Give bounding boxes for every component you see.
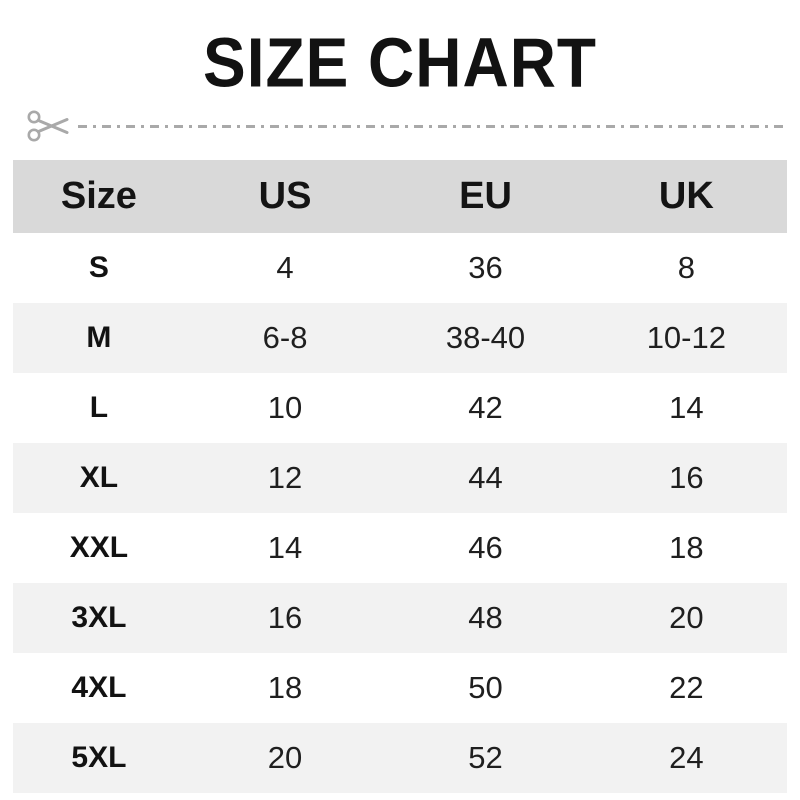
eu-value: 36 bbox=[468, 250, 503, 285]
uk-value: 8 bbox=[677, 250, 695, 285]
size-label: 3XL bbox=[71, 601, 127, 634]
us-value: 4 bbox=[276, 250, 294, 285]
size-label: L bbox=[89, 391, 109, 424]
table-row-4xl: 4XL 18 50 22 bbox=[13, 653, 787, 723]
us-value: 10 bbox=[267, 390, 303, 425]
table-row-xxl: XXL 14 46 18 bbox=[13, 513, 787, 583]
us-value: 18 bbox=[267, 670, 303, 705]
table-row-l: L 10 42 14 bbox=[13, 373, 787, 443]
uk-value: 22 bbox=[669, 670, 704, 705]
us-value: 12 bbox=[267, 460, 303, 495]
size-label: XXL bbox=[69, 531, 129, 564]
eu-value: 48 bbox=[468, 600, 503, 635]
scissors-icon bbox=[27, 110, 69, 142]
table-header-row: Size US EU UK bbox=[13, 160, 787, 233]
header-uk: UK bbox=[658, 175, 714, 217]
us-value: 14 bbox=[267, 530, 303, 565]
table-row-s: S 4 36 8 bbox=[13, 233, 787, 303]
us-value: 6-8 bbox=[262, 320, 308, 355]
eu-value: 50 bbox=[468, 670, 503, 705]
header-us: US bbox=[258, 175, 312, 217]
us-value: 16 bbox=[267, 600, 303, 635]
size-label: 5XL bbox=[71, 741, 127, 774]
uk-value: 10-12 bbox=[646, 320, 726, 355]
table-row-5xl: 5XL 20 52 24 bbox=[13, 723, 787, 793]
header-eu: EU bbox=[459, 175, 512, 217]
header-size: Size bbox=[60, 175, 137, 217]
uk-value: 16 bbox=[669, 460, 704, 495]
table-row-xl: XL 12 44 16 bbox=[13, 443, 787, 513]
table-row-m: M 6-8 38-40 10-12 bbox=[13, 303, 787, 373]
size-label: M bbox=[86, 321, 112, 354]
uk-value: 20 bbox=[669, 600, 704, 635]
size-label: 4XL bbox=[71, 671, 127, 704]
uk-value: 14 bbox=[669, 390, 704, 425]
uk-value: 24 bbox=[669, 740, 704, 775]
eu-value: 52 bbox=[468, 740, 503, 775]
eu-value: 38-40 bbox=[445, 320, 526, 355]
size-table: Size US EU UK S 4 36 8 M 6-8 38-40 10-12… bbox=[13, 160, 787, 793]
size-label: XL bbox=[79, 461, 119, 494]
us-value: 20 bbox=[267, 740, 303, 775]
page-title: SIZE CHART bbox=[203, 23, 597, 102]
size-label: S bbox=[88, 251, 109, 284]
dash-dot-line bbox=[78, 124, 786, 128]
table-row-3xl: 3XL 16 48 20 bbox=[13, 583, 787, 653]
eu-value: 42 bbox=[468, 390, 503, 425]
uk-value: 18 bbox=[669, 530, 704, 565]
cut-line bbox=[26, 108, 786, 144]
eu-value: 46 bbox=[468, 530, 503, 565]
eu-value: 44 bbox=[468, 460, 503, 495]
